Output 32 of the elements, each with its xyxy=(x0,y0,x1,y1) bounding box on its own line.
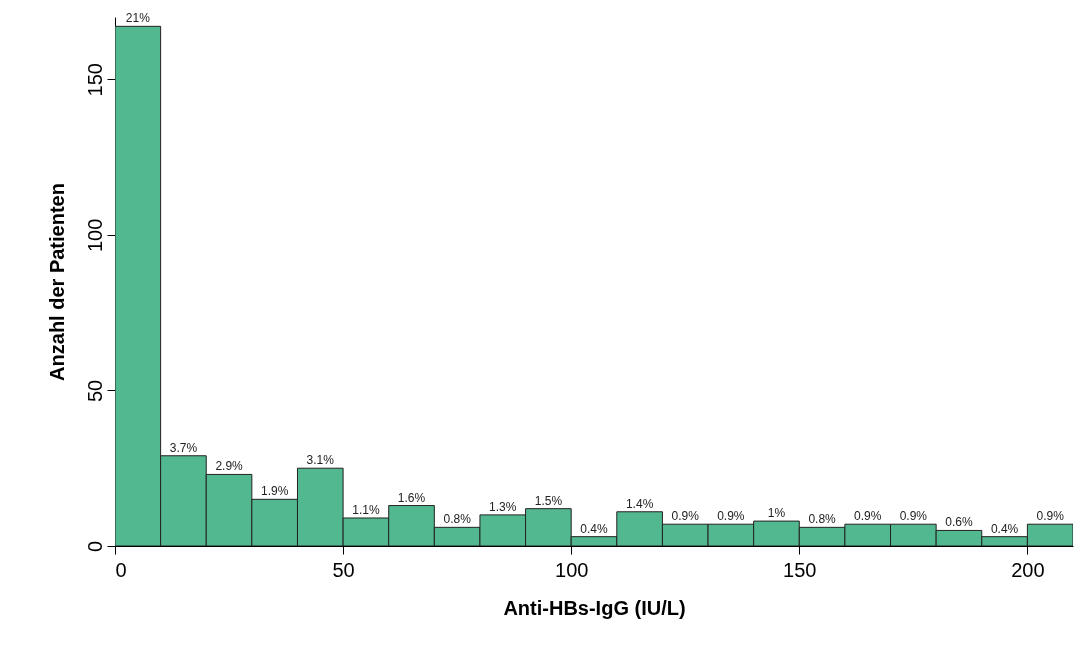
annotation: 3.7% xyxy=(169,440,198,455)
x-tick-label: 150 xyxy=(783,558,817,581)
annotation: 0.9% xyxy=(1036,509,1065,524)
annotation: 0.4% xyxy=(990,521,1019,536)
annotation: 2.9% xyxy=(215,459,244,474)
annotation: 0.8% xyxy=(443,512,472,527)
y-tick-label: 0 xyxy=(83,540,106,553)
y-tick-label: 150 xyxy=(83,63,106,97)
annotation: 1% xyxy=(767,506,786,521)
y-tick-label: 100 xyxy=(83,218,106,253)
annotation: 0.8% xyxy=(808,512,837,527)
x-tick-label: 50 xyxy=(332,558,355,581)
annotation: 3.1% xyxy=(306,453,335,468)
annotation: 1.9% xyxy=(260,484,289,499)
annotation: 0.9% xyxy=(717,509,745,524)
annotation: 1.3% xyxy=(489,499,517,514)
y-tick-label: 50 xyxy=(83,379,106,403)
annotation: 0.9% xyxy=(899,509,928,524)
annotation: 0.9% xyxy=(854,509,882,524)
annotation: 0.9% xyxy=(671,509,700,524)
x-axis-title: Anti-HBs-IgG (IU/L) xyxy=(503,596,686,619)
annotation: 21% xyxy=(125,11,151,26)
y-axis-title: Anzahl der Patienten xyxy=(45,183,68,381)
x-tick-label: 200 xyxy=(1011,558,1045,581)
annotation: 1.6% xyxy=(397,490,426,505)
x-tick-label: 0 xyxy=(115,558,127,581)
annotation: 0.4% xyxy=(580,521,608,536)
annotation: 0.6% xyxy=(945,515,973,530)
x-tick-label: 100 xyxy=(555,558,589,581)
annotation: 1.1% xyxy=(352,502,380,517)
annotation: 1.5% xyxy=(534,493,563,508)
annotation: 1.4% xyxy=(625,496,654,511)
